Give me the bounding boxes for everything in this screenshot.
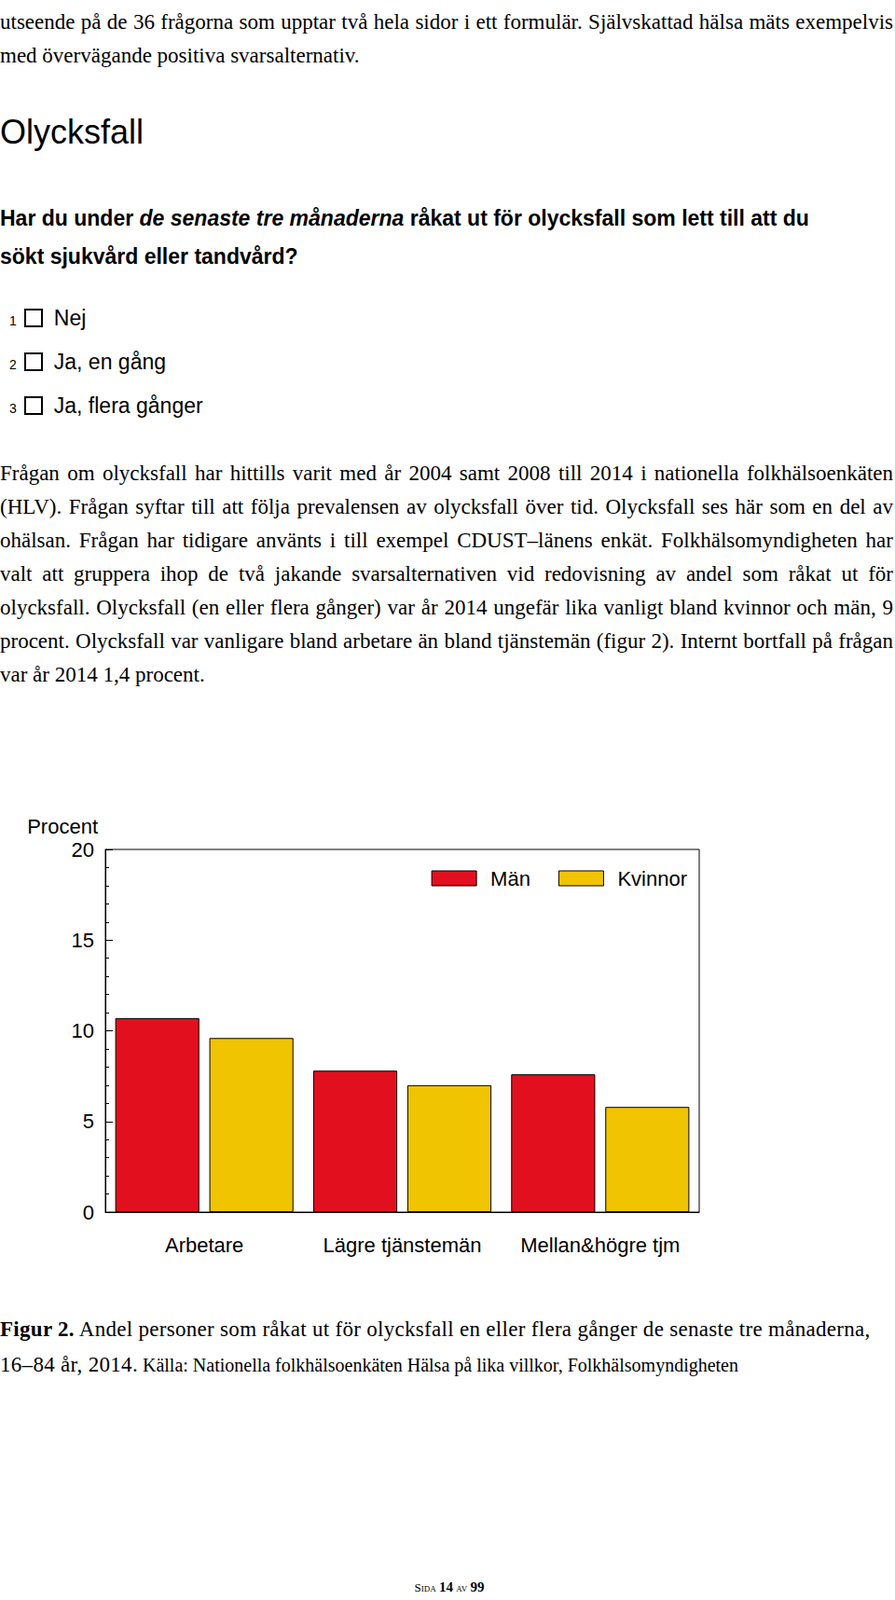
svg-text:Procent: Procent bbox=[27, 814, 98, 839]
svg-text:Lägre tjänstemän: Lägre tjänstemän bbox=[323, 1233, 482, 1257]
html-text:3: 3 bbox=[9, 400, 17, 416]
html-text:Har du under de senaste tre må: Har du under de senaste tre månaderna rå… bbox=[0, 206, 810, 269]
html-text:2: 2 bbox=[9, 357, 17, 372]
svg-text:Män: Män bbox=[490, 867, 531, 891]
svg-text:Mellan&högre tjm: Mellan&högre tjm bbox=[520, 1233, 680, 1257]
svg-text:Arbetare: Arbetare bbox=[165, 1233, 244, 1257]
html-text:Ja, en gång: Ja, en gång bbox=[53, 349, 166, 374]
html-text:Ja, flera gånger: Ja, flera gånger bbox=[53, 393, 203, 418]
html-text:Nej: Nej bbox=[53, 305, 87, 331]
svg-text:Kvinnor: Kvinnor bbox=[617, 867, 688, 891]
html-text:Olycksfall: Olycksfall bbox=[0, 112, 144, 152]
html-text:1: 1 bbox=[9, 313, 17, 329]
svg-text:15: 15 bbox=[71, 928, 95, 952]
html-text:Sida 14 av 99: Sida 14 av 99 bbox=[414, 1579, 485, 1595]
svg-text:20: 20 bbox=[71, 838, 95, 862]
svg-text:0: 0 bbox=[82, 1200, 95, 1225]
svg-text:5: 5 bbox=[82, 1109, 95, 1133]
html-text:utseende på de 36 frågorna som: utseende på de 36 frågorna som upptar tv… bbox=[0, 10, 894, 68]
html-text:Figur 2. Andel personer som rå: Figur 2. Andel personer som råkat ut för… bbox=[0, 1317, 871, 1377]
html-text:Frågan om olycksfall har hitti: Frågan om olycksfall har hittills varit … bbox=[0, 461, 894, 687]
svg-text:10: 10 bbox=[71, 1018, 95, 1043]
